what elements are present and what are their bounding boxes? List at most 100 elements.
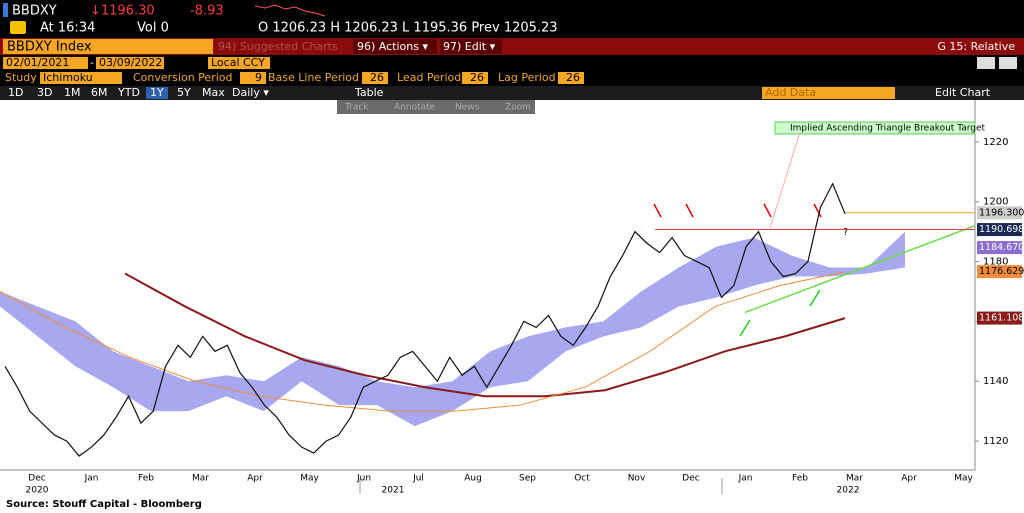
study-label: Study: [5, 71, 37, 84]
period-button[interactable]: 1D: [8, 86, 23, 99]
period-button[interactable]: Max: [202, 86, 225, 99]
end-date: 03/09/2022: [99, 56, 162, 69]
price-label-box: [977, 265, 1022, 279]
param-box[interactable]: [362, 72, 388, 84]
price-label-box: [977, 311, 1022, 325]
date-separator: -: [90, 56, 94, 69]
year-label: 2020: [26, 486, 49, 496]
x-tick-label: Feb: [792, 474, 808, 484]
param-label: Conversion Period: [133, 71, 232, 84]
green-arrows: [739, 289, 821, 337]
annotation-box: [774, 121, 976, 135]
end-date-box[interactable]: [96, 57, 164, 69]
param-value: 26: [566, 71, 580, 84]
ichimoku-cloud: [0, 231, 905, 427]
period-button[interactable]: 3D: [37, 86, 52, 99]
tool[interactable]: News: [455, 103, 480, 113]
price-label-box: [977, 223, 1022, 237]
x-tick-label: Dec: [682, 474, 699, 484]
ticker-flag: [3, 3, 8, 17]
add-data-box[interactable]: [762, 87, 895, 99]
price-label-box: [977, 241, 1022, 255]
start-date: 02/01/2021: [6, 56, 69, 69]
y-tick-label: 1220: [983, 137, 1008, 148]
param-label: Lag Period: [498, 71, 556, 84]
y-tick-label: 1200: [983, 197, 1008, 208]
ohlc: O 1206.23 H 1206.23 L 1195.36 Prev 1205.…: [258, 21, 558, 36]
tool[interactable]: Zoom: [505, 103, 531, 113]
y-tick-label: 1120: [983, 436, 1008, 447]
table-button[interactable]: Table: [354, 86, 384, 99]
year-label: 2021: [382, 486, 405, 496]
price-change: -8.93: [190, 4, 224, 19]
start-date-box[interactable]: [3, 57, 88, 69]
source: Source: Stouff Capital - Bloomberg: [6, 499, 202, 510]
x-tick-label: Jan: [738, 474, 753, 484]
x-tick-label: Apr: [901, 474, 917, 484]
refresh-button[interactable]: [999, 57, 1017, 69]
question-mark: ?: [843, 227, 848, 238]
edit-menu[interactable]: 97) Edit ▾: [443, 40, 496, 53]
target-line: [769, 131, 801, 229]
currency-box[interactable]: [208, 57, 270, 69]
period-button[interactable]: 1Y: [150, 86, 164, 99]
security: BBDXY Index: [7, 40, 92, 55]
period-button[interactable]: YTD: [117, 86, 140, 99]
period-button[interactable]: 5Y: [177, 86, 191, 99]
frequency[interactable]: Daily ▾: [232, 86, 269, 99]
x-tick-label: Feb: [138, 474, 154, 484]
x-tick-label: Jul: [412, 474, 424, 484]
ticker: BBDXY: [12, 4, 57, 19]
undo-button[interactable]: [977, 57, 995, 69]
currency: Local CCY: [211, 56, 265, 69]
param-box[interactable]: [558, 72, 584, 84]
x-tick-label: May: [300, 474, 319, 484]
x-tick-label: Dec: [28, 474, 45, 484]
tool-strip: [337, 100, 535, 114]
x-tick-label: Apr: [247, 474, 263, 484]
security-box[interactable]: [3, 39, 213, 54]
y-tick-label: 1140: [983, 376, 1008, 387]
tool[interactable]: Track: [344, 103, 369, 113]
y-tick-label: 1180: [983, 257, 1008, 268]
period-active: [146, 87, 168, 99]
add-data: Add Data: [765, 86, 816, 99]
period-button[interactable]: 1M: [64, 86, 81, 99]
actions-menu[interactable]: 96) Actions ▾: [357, 40, 428, 53]
x-tick-label: May: [954, 474, 973, 484]
param-box[interactable]: [462, 72, 488, 84]
study-name: Ichimoku: [43, 71, 93, 84]
price-label-box: [977, 206, 1022, 220]
x-tick-label: Nov: [628, 474, 646, 484]
red-arrows: [653, 203, 822, 218]
x-tick-label: Jun: [356, 474, 371, 484]
sparkline: [254, 4, 326, 17]
param-box[interactable]: [240, 72, 266, 84]
menu-bar: [0, 38, 1024, 55]
x-tick-label: Oct: [574, 474, 590, 484]
trade-icon[interactable]: [10, 21, 26, 34]
suggested-charts[interactable]: 94) Suggested Charts: [218, 40, 338, 53]
param-value: 26: [470, 71, 484, 84]
study-box[interactable]: [40, 72, 122, 84]
x-tick-label: Aug: [464, 474, 482, 484]
param-value: 9: [255, 71, 262, 84]
volume: Vol 0: [137, 21, 169, 36]
price-label: 1196.300: [979, 207, 1024, 218]
param-label: Lead Period: [397, 71, 461, 84]
annotation: Implied Ascending Triangle Breakout Targ…: [790, 124, 986, 134]
base-line: [0, 271, 846, 412]
price-label: 1176.629: [979, 266, 1024, 277]
x-tick-label: Mar: [846, 474, 863, 484]
edit-chart[interactable]: Edit Chart: [935, 86, 991, 99]
x-tick-label: Sep: [519, 474, 536, 484]
param-value: 26: [370, 71, 384, 84]
long-ma: [124, 272, 846, 398]
edit-bg: [440, 39, 502, 54]
trendline: [744, 224, 976, 314]
period-button[interactable]: 6M: [91, 86, 108, 99]
x-tick-label: Mar: [192, 474, 209, 484]
tool[interactable]: Annotate: [394, 103, 436, 113]
last-price: ↓1196.30: [90, 4, 155, 19]
